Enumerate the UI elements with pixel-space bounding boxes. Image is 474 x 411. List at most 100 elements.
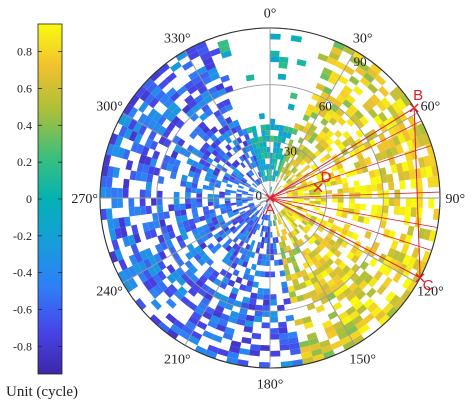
heatmap-cell — [361, 165, 369, 174]
heatmap-cell — [250, 227, 255, 234]
heatmap-cell — [285, 314, 295, 322]
heatmap-cell — [293, 266, 301, 274]
heatmap-cell — [326, 250, 334, 259]
heatmap-cell — [249, 156, 255, 163]
heatmap-cell — [322, 319, 333, 329]
colorbar: 0.8 0.6 0.4 0.2 0 -0.2 -0.4 -0.6 -0.8 — [13, 23, 63, 375]
heatmap-cell — [139, 198, 146, 207]
heatmap-cell — [280, 172, 285, 179]
heatmap-cell — [319, 72, 331, 82]
heatmap-cell — [216, 101, 225, 110]
heatmap-cell — [301, 182, 308, 188]
heatmap-cell — [236, 318, 246, 326]
heatmap-cell — [165, 313, 177, 324]
heatmap-cell — [286, 245, 292, 252]
heatmap-cell — [173, 144, 182, 153]
heatmap-cell — [315, 304, 326, 314]
heatmap-cell — [188, 315, 200, 326]
heatmap-cell — [264, 203, 268, 209]
heatmap-cell — [270, 56, 280, 63]
heatmap-cell — [106, 208, 113, 220]
heatmap-cell — [198, 158, 207, 166]
heatmap-cell — [285, 169, 291, 176]
heatmap-cell — [262, 214, 266, 220]
heatmap-cell — [332, 274, 341, 284]
heatmap-cell — [265, 226, 269, 232]
heatmap-cell — [253, 136, 259, 144]
heatmap-cell — [277, 136, 283, 143]
heatmap-cell — [356, 304, 368, 315]
heatmap-cell — [301, 220, 308, 226]
heatmap-cell — [352, 85, 364, 96]
heatmap-cell — [295, 171, 302, 178]
heatmap-cell — [262, 305, 270, 312]
heatmap-cell — [294, 162, 300, 169]
heatmap-cell — [248, 298, 257, 305]
heatmap-cell — [353, 209, 360, 216]
heatmap-cell — [248, 274, 255, 282]
heatmap-cell — [207, 319, 218, 329]
heatmap-cell — [100, 186, 107, 198]
heatmap-cell — [338, 283, 349, 293]
heatmap-cell — [323, 113, 333, 122]
heatmap-cell — [157, 280, 168, 292]
heatmap-cell — [112, 217, 120, 229]
heatmap-cell — [165, 72, 177, 83]
heatmap-cell — [204, 214, 211, 220]
heatmap-cell — [281, 210, 287, 216]
heatmap-cell — [189, 165, 197, 173]
heatmap-cell — [262, 158, 266, 165]
heatmap-cell — [388, 156, 396, 166]
heatmap-cell — [209, 177, 217, 184]
heatmap-cell — [285, 156, 291, 163]
heatmap-cell — [260, 147, 265, 154]
heatmap-cell — [123, 127, 133, 140]
heatmap-cell — [238, 171, 245, 178]
heatmap-cell — [300, 351, 313, 360]
heatmap-cell — [298, 199, 304, 203]
heatmap-cell — [330, 180, 337, 186]
heatmap-cell — [341, 139, 351, 148]
heatmap-cell — [147, 165, 156, 175]
heatmap-cell — [327, 171, 335, 178]
heatmap-cell — [212, 309, 223, 319]
heatmap-cell — [283, 298, 292, 305]
heatmap-cell — [194, 245, 203, 254]
heatmap-cell — [284, 206, 290, 211]
heatmap-cell — [210, 246, 218, 255]
heatmap-cell — [328, 117, 338, 126]
heatmap-cell — [219, 194, 225, 198]
heatmap-cell — [261, 322, 270, 329]
heatmap-cell — [423, 228, 432, 241]
heatmap-cell — [214, 183, 221, 189]
heatmap-cell — [252, 208, 258, 213]
heatmap-cell — [249, 137, 256, 145]
heatmap-cell — [258, 361, 270, 368]
heatmap-cell — [242, 273, 250, 281]
heatmap-cell — [337, 330, 350, 341]
heatmap-cell — [254, 190, 260, 194]
heatmap-cell — [350, 254, 360, 264]
heatmap-cell — [259, 159, 264, 166]
heatmap-cell — [194, 306, 205, 316]
heatmap-cell — [145, 181, 153, 191]
heatmap-cell — [122, 103, 134, 116]
heatmap-cell — [302, 261, 310, 270]
heatmap-cell — [316, 235, 324, 243]
heatmap-cell — [118, 217, 126, 228]
heatmap-cell — [195, 278, 205, 288]
heatmap-cell — [280, 202, 286, 206]
heatmap-cell — [390, 145, 399, 157]
heatmap-cell — [342, 287, 353, 297]
heatmap-cell — [258, 113, 265, 120]
heatmap-cell — [358, 323, 371, 335]
heatmap-cell — [221, 256, 230, 264]
angular-grid-line — [269, 112, 418, 199]
heatmap-cell — [204, 349, 218, 359]
heatmap-cell — [406, 280, 418, 293]
heatmap-cell — [225, 160, 232, 167]
heatmap-cell — [132, 121, 143, 133]
heatmap-cell — [244, 320, 254, 328]
heatmap-cell — [152, 212, 159, 222]
heatmap-cell — [119, 226, 128, 238]
